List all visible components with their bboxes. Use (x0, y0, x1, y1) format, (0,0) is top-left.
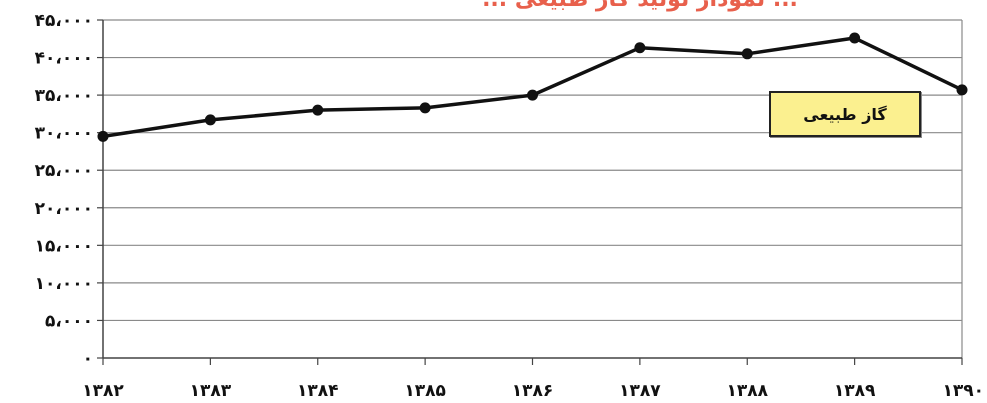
data-point (97, 130, 109, 142)
data-point (204, 114, 216, 126)
x-tick-label: ۱۳۹۰ (942, 381, 984, 401)
y-tick-label: ۵،۰۰۰ (45, 311, 93, 331)
grid-lines (103, 19, 963, 358)
chart-title: ... نمودار تولید گاز طبیعی ... (482, 0, 798, 12)
y-tick-label: ۳۰،۰۰۰ (35, 124, 93, 144)
y-axis-tick-labels: ۰ ۵،۰۰۰ ۱۰،۰۰۰ ۱۵،۰۰۰ ۲۰،۰۰۰ ۲۵،۰۰۰ ۳۰،۰۰۰ ۳۵،۰… (35, 11, 93, 369)
x-axis-tick-labels: ۱۳۸۲ ۱۳۸۳ ۱۳۸۴ ۱۳۸۵ ۱۳۸۶ ۱۳۸۷ ۱۳۸۸ ۱۳۸۹ ۱۳۹۰ (82, 381, 984, 401)
y-tick-label: ۰ (83, 349, 93, 369)
x-tick-label: ۱۳۸۶ (512, 381, 554, 401)
series-layer (97, 32, 968, 142)
x-tick-label: ۱۳۸۷ (619, 381, 661, 401)
axes (97, 19, 963, 365)
x-tick-label: ۱۳۸۹ (834, 381, 876, 401)
y-tick-label: ۲۵،۰۰۰ (35, 161, 93, 181)
x-tick-label: ۱۳۸۵ (404, 381, 446, 401)
data-point (634, 42, 646, 54)
y-tick-label: ۱۵،۰۰۰ (35, 236, 93, 256)
x-tick-label: ۱۳۸۸ (726, 381, 768, 401)
legend-entry-natural-gas: گاز طبیعی (803, 104, 887, 124)
data-point (527, 89, 538, 101)
x-tick-label: ۱۳۸۴ (297, 381, 339, 401)
data-point (419, 102, 431, 114)
x-tick-label: ۱۳۸۳ (190, 381, 232, 401)
data-point (849, 32, 861, 44)
data-point (312, 104, 324, 116)
x-tick-label: ۱۳۸۲ (82, 381, 124, 401)
y-tick-label: ۴۰،۰۰۰ (35, 49, 93, 69)
y-tick-label: ۳۵،۰۰۰ (35, 86, 93, 106)
y-tick-label: ۴۵،۰۰۰ (35, 11, 93, 31)
y-tick-label: ۲۰،۰۰۰ (35, 199, 93, 219)
data-point (956, 84, 968, 96)
data-point (741, 48, 753, 60)
legend: گاز طبیعی (769, 91, 921, 137)
y-tick-label: ۱۰،۰۰۰ (35, 274, 93, 294)
